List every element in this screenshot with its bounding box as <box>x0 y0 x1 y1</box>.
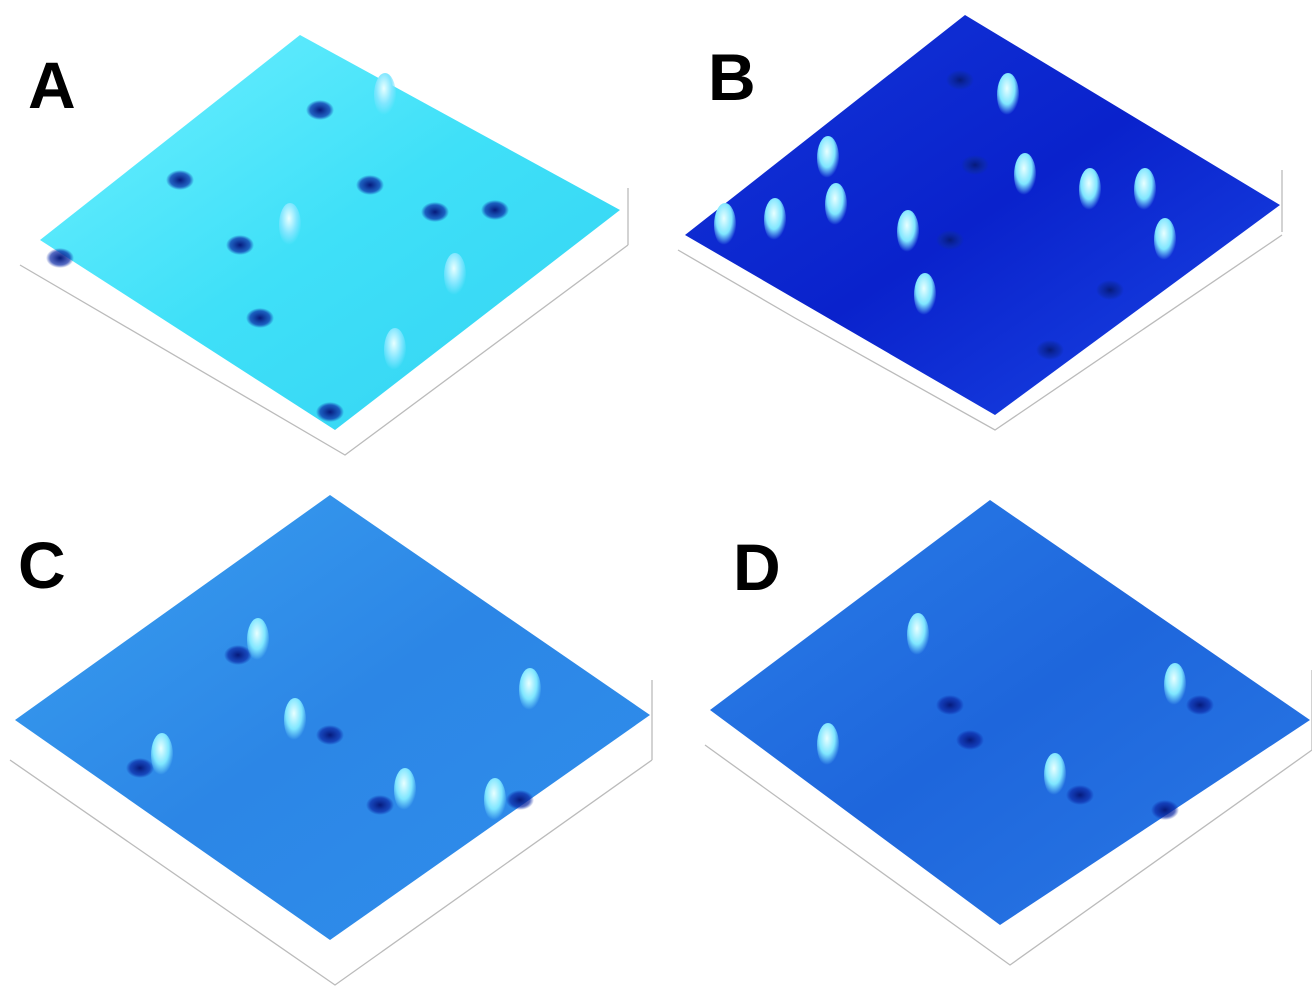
surface-peak <box>897 210 919 254</box>
surface-peak <box>1164 663 1186 707</box>
surface-panel: D <box>705 500 1312 965</box>
surface-peak <box>825 183 847 227</box>
surface-peak <box>151 733 173 777</box>
surface-peak <box>247 618 269 662</box>
surface-pit <box>961 155 989 175</box>
surface-peak <box>384 328 406 372</box>
surface-peak <box>519 668 541 712</box>
surface-pit <box>1036 340 1064 360</box>
surface-pit <box>936 695 964 715</box>
surface-peak <box>907 613 929 657</box>
figure: A B C D <box>0 0 1312 988</box>
surface-peak <box>1014 153 1036 197</box>
surface <box>40 35 620 430</box>
panel-label: A <box>28 48 76 122</box>
surface-peak <box>1134 168 1156 212</box>
surface <box>710 500 1310 925</box>
surface-pit <box>956 730 984 750</box>
surface-peak <box>997 73 1019 117</box>
surface-pit <box>481 200 509 220</box>
surface-peak <box>914 273 936 317</box>
surface-pit <box>316 402 344 422</box>
surface-pit <box>936 230 964 250</box>
surface-peak <box>279 203 301 247</box>
surface-peak <box>1079 168 1101 212</box>
surface-pit <box>366 795 394 815</box>
surface-pit <box>946 70 974 90</box>
surface-peak <box>444 253 466 297</box>
panel-label: D <box>733 530 781 604</box>
surface-peak <box>764 198 786 242</box>
surface-peak <box>394 768 416 812</box>
surface-panel: C <box>10 495 652 985</box>
surface-pit <box>316 725 344 745</box>
surface-pit <box>506 790 534 810</box>
surface-pit <box>126 758 154 778</box>
surface-panel: A <box>20 35 628 455</box>
surface-pit <box>306 100 334 120</box>
page: ABCD (() => { const data = JSON.parse(do… <box>0 0 1312 988</box>
surface-peak <box>817 723 839 767</box>
surface-peak <box>714 203 736 247</box>
surface-peak <box>1154 218 1176 262</box>
surface-peak <box>817 136 839 180</box>
surface-pit <box>226 235 254 255</box>
surface-panel: B <box>678 15 1282 430</box>
surface-peak <box>484 778 506 822</box>
surface-pit <box>1096 280 1124 300</box>
surface-pit <box>1066 785 1094 805</box>
surface-pit <box>1186 695 1214 715</box>
surface-pit <box>421 202 449 222</box>
surface-pit <box>166 170 194 190</box>
surface-pit <box>1151 800 1179 820</box>
surface-pit <box>46 248 74 268</box>
surface <box>15 495 650 940</box>
surface-pit <box>246 308 274 328</box>
surface-pit <box>356 175 384 195</box>
panel-label: B <box>708 40 756 114</box>
panel-label: C <box>18 528 66 602</box>
surface-peak <box>374 73 396 117</box>
surface-peak <box>1044 753 1066 797</box>
surface-peak <box>284 698 306 742</box>
